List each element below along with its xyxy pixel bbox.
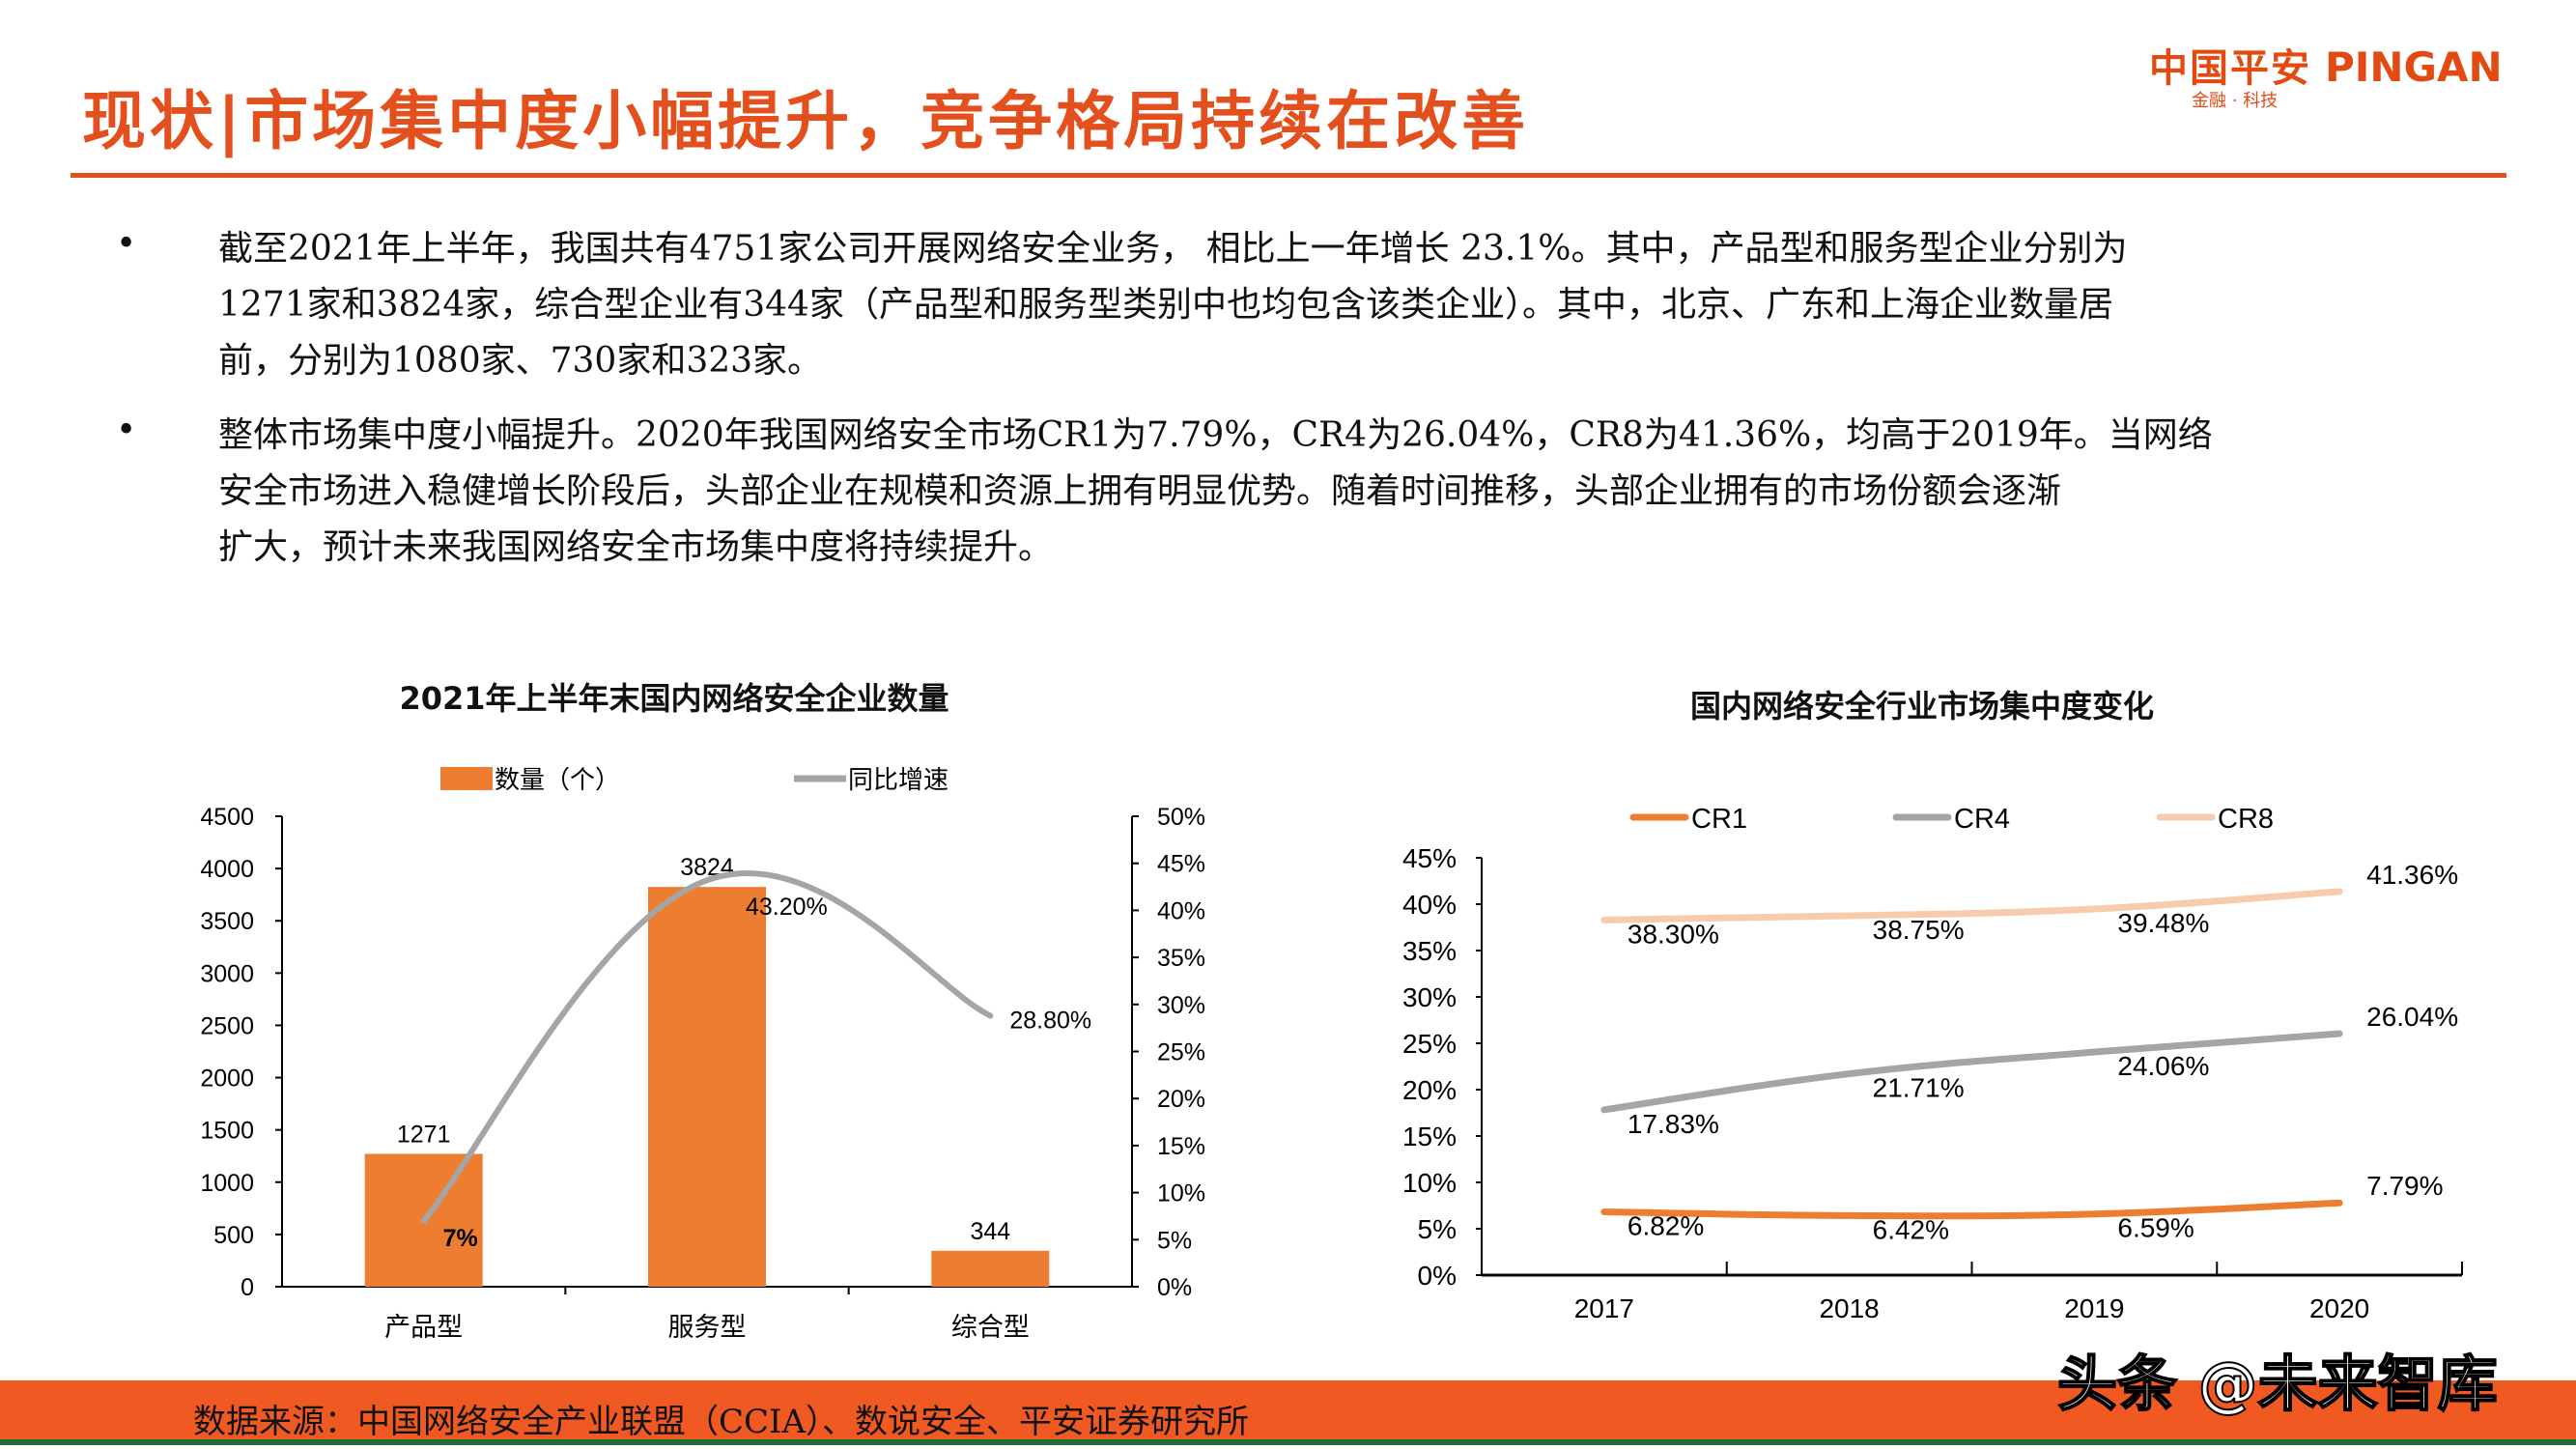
chart1-line-label: 43.20% xyxy=(746,894,828,921)
chart2-title: 国内网络安全行业市场集中度变化 xyxy=(1689,688,2155,724)
chart1-category-label: 产品型 xyxy=(384,1313,463,1342)
chart2-data-label-CR4: 17.83% xyxy=(1628,1109,1719,1139)
bullet-icon: • xyxy=(116,224,137,264)
chart2-y-tick-label: 10% xyxy=(1402,1168,1457,1198)
chart1-left-tick-label: 500 xyxy=(213,1222,254,1249)
chart2-y-tick-label: 30% xyxy=(1402,982,1457,1012)
bullet-paragraph-1: 截至2021年上半年，我国共有4751家公司开展网络安全业务， 相比上一年增长 … xyxy=(218,221,2128,389)
chart2-line-CR1 xyxy=(1600,1199,2343,1220)
chart1-right-tick-label: 30% xyxy=(1157,992,1205,1019)
chart2-x-tick-label: 2017 xyxy=(1574,1293,1634,1323)
chart1-left-tick-label: 4000 xyxy=(200,856,254,883)
chart2-legend-label: CR8 xyxy=(2218,804,2274,835)
chart2-y-tick-label: 20% xyxy=(1402,1075,1457,1105)
chart2-y-tick-label: 45% xyxy=(1402,843,1457,873)
paragraph-line: 1271家和3824家，综合型企业有344家（产品型和服务型类别中也均包含该类企… xyxy=(218,285,2113,325)
data-source: 数据来源：中国网络安全产业联盟（CCIA）、数说安全、平安证券研究所 xyxy=(193,1403,1250,1441)
chart1-left-tick-label: 2500 xyxy=(200,1012,254,1039)
chart2-data-label-CR4: 26.04% xyxy=(2366,1002,2458,1032)
chart1-legend-bar-swatch xyxy=(440,767,493,790)
chart1-left-tick-label: 2000 xyxy=(200,1065,254,1093)
logo-tagline: 金融 · 科技 xyxy=(2192,91,2279,111)
bullet-icon: • xyxy=(116,411,137,450)
chart2-line-CR8 xyxy=(1600,888,2343,923)
paragraph-line: 前，分别为1080家、730家和323家。 xyxy=(218,341,823,381)
watermark: 头条 @未来智库 xyxy=(2056,1348,2499,1420)
chart2-data-label-CR8: 39.48% xyxy=(2117,908,2209,938)
chart2-data-label-CR4: 24.06% xyxy=(2117,1051,2209,1081)
chart2-y-tick-label: 25% xyxy=(1402,1029,1457,1059)
chart2-data-label-CR1: 6.42% xyxy=(1873,1214,1949,1244)
chart2-data-label-CR8: 38.30% xyxy=(1628,919,1719,949)
chart2-x-tick-label: 2018 xyxy=(1819,1293,1879,1323)
chart1-left-tick-label: 4500 xyxy=(200,804,254,831)
chart1-legend-bar-label: 数量（个） xyxy=(495,765,620,794)
chart2-y-tick-label: 15% xyxy=(1402,1122,1457,1151)
chart1-right-tick-label: 10% xyxy=(1157,1180,1205,1208)
footer-bar xyxy=(0,1380,2576,1439)
chart1-right-tick-label: 5% xyxy=(1157,1227,1192,1254)
chart1-growth-line xyxy=(420,870,994,1224)
chart2-data-label-CR1: 7.79% xyxy=(2366,1171,2443,1201)
chart1-legend-line-label: 同比增速 xyxy=(848,765,948,794)
chart2-data-label-CR1: 6.82% xyxy=(1628,1211,1704,1241)
page-title: 现状|市场集中度小幅提升，竞争格局持续在改善 xyxy=(82,84,1530,158)
chart1-left-tick-label: 3000 xyxy=(200,960,254,987)
chart1-category-label: 综合型 xyxy=(951,1313,1030,1342)
chart2-legend-label: CR1 xyxy=(1691,804,1747,835)
chart1-left-tick-label: 1000 xyxy=(200,1170,254,1197)
paragraph-line: 扩大，预计未来我国网络安全市场集中度将持续提升。 xyxy=(218,527,1054,567)
chart1-right-tick-label: 15% xyxy=(1157,1133,1205,1160)
chart1-right-tick-label: 40% xyxy=(1157,897,1205,924)
chart1-left-tick-label: 3500 xyxy=(200,908,254,935)
chart1-line-label: 7% xyxy=(443,1225,478,1252)
paragraph-line: 整体市场集中度小幅提升。2020年我国网络安全市场CR1为7.79%，CR4为2… xyxy=(218,415,2213,455)
chart2-x-tick-label: 2019 xyxy=(2064,1293,2124,1323)
chart2-data-label-CR8: 38.75% xyxy=(1873,915,1965,945)
chart1-right-tick-label: 50% xyxy=(1157,804,1205,831)
chart2-x-tick-label: 2020 xyxy=(2309,1293,2369,1323)
chart2-y-tick-label: 40% xyxy=(1402,890,1457,920)
charts-canvas: 0 500 1000 1500 2000 2500 3000 3500 4000 4500 0% 5%… xyxy=(200,765,2463,1342)
chart1-bar-label: 1271 xyxy=(397,1121,451,1148)
chart1-bar-综合型 xyxy=(931,1250,1050,1287)
chart2-y-tick-label: 5% xyxy=(1418,1214,1457,1244)
chart1-line-label: 28.80% xyxy=(1009,1007,1091,1034)
chart2-line-CR4 xyxy=(1600,1030,2343,1114)
chart1-right-tick-label: 25% xyxy=(1157,1039,1205,1066)
chart1-bar-服务型 xyxy=(648,887,766,1287)
chart1-right-tick-label: 20% xyxy=(1157,1086,1205,1113)
chart2-data-label-CR1: 6.59% xyxy=(2117,1213,2194,1243)
chart1-right-tick-label: 45% xyxy=(1157,851,1205,878)
chart1-title: 2021年上半年末国内网络安全企业数量 xyxy=(399,680,949,717)
pingan-logo: 中国平安 PINGAN 金融 · 科技 xyxy=(2149,37,2503,111)
footer-line xyxy=(0,1439,2576,1445)
chart2-y-tick-label: 0% xyxy=(1418,1261,1457,1291)
chart1-left-tick-label: 1500 xyxy=(200,1118,254,1145)
chart2-legend-label: CR4 xyxy=(1954,804,2010,835)
chart1-right-tick-label: 35% xyxy=(1157,945,1205,972)
chart1-left-tick-label: 0 xyxy=(241,1274,254,1301)
chart2-data-label-CR4: 21.71% xyxy=(1873,1073,1965,1103)
title-divider xyxy=(71,173,2506,178)
chart1-right-tick-label: 0% xyxy=(1157,1274,1192,1301)
paragraph-line: 截至2021年上半年，我国共有4751家公司开展网络安全业务， 相比上一年增长 … xyxy=(218,229,2128,269)
logo-cn: 中国平安 xyxy=(2149,46,2311,91)
chart1-category-label: 服务型 xyxy=(668,1313,747,1342)
chart2-y-tick-label: 35% xyxy=(1402,936,1457,966)
bullet-paragraph-2: 整体市场集中度小幅提升。2020年我国网络安全市场CR1为7.79%，CR4为2… xyxy=(218,408,2213,576)
chart2-data-label-CR8: 41.36% xyxy=(2366,860,2458,890)
logo-en: PINGAN xyxy=(2325,43,2503,91)
paragraph-line: 安全市场进入稳健增长阶段后，头部企业在规模和资源上拥有明显优势。随着时间推移，头… xyxy=(218,471,2062,511)
chart1-bar-label: 344 xyxy=(970,1218,1010,1245)
